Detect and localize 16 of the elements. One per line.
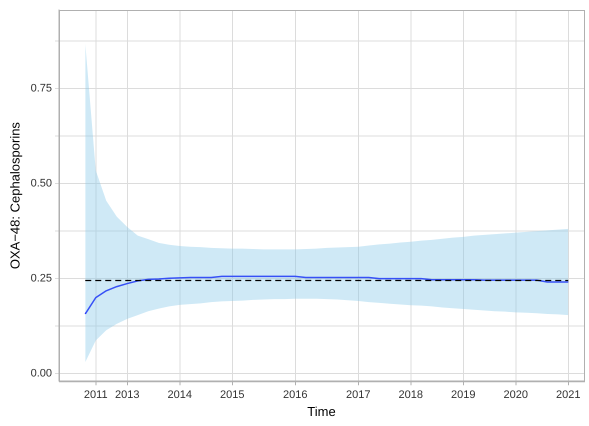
x-tick-label: 2011 xyxy=(84,388,108,401)
y-tick-label: 0.00 xyxy=(30,368,52,380)
x-tick-label: 2018 xyxy=(398,388,423,401)
y-axis-title: OXA−48: Cephalosporins xyxy=(7,122,22,270)
x-tick-label: 2020 xyxy=(504,388,528,401)
x-axis-title: Time xyxy=(307,404,336,419)
x-tick-label: 2014 xyxy=(168,388,192,401)
x-tick-label: 2016 xyxy=(283,388,308,401)
y-tick-label: 0.50 xyxy=(30,178,52,190)
y-tick-label: 0.75 xyxy=(30,82,52,95)
x-tick-label: 2013 xyxy=(115,388,140,401)
x-tick-label: 2015 xyxy=(220,388,244,401)
x-tick-label: 2017 xyxy=(346,388,370,401)
x-tick-label: 2019 xyxy=(451,388,476,401)
y-tick-label: 0.25 xyxy=(30,272,52,285)
x-tick-label: 2021 xyxy=(556,388,580,401)
